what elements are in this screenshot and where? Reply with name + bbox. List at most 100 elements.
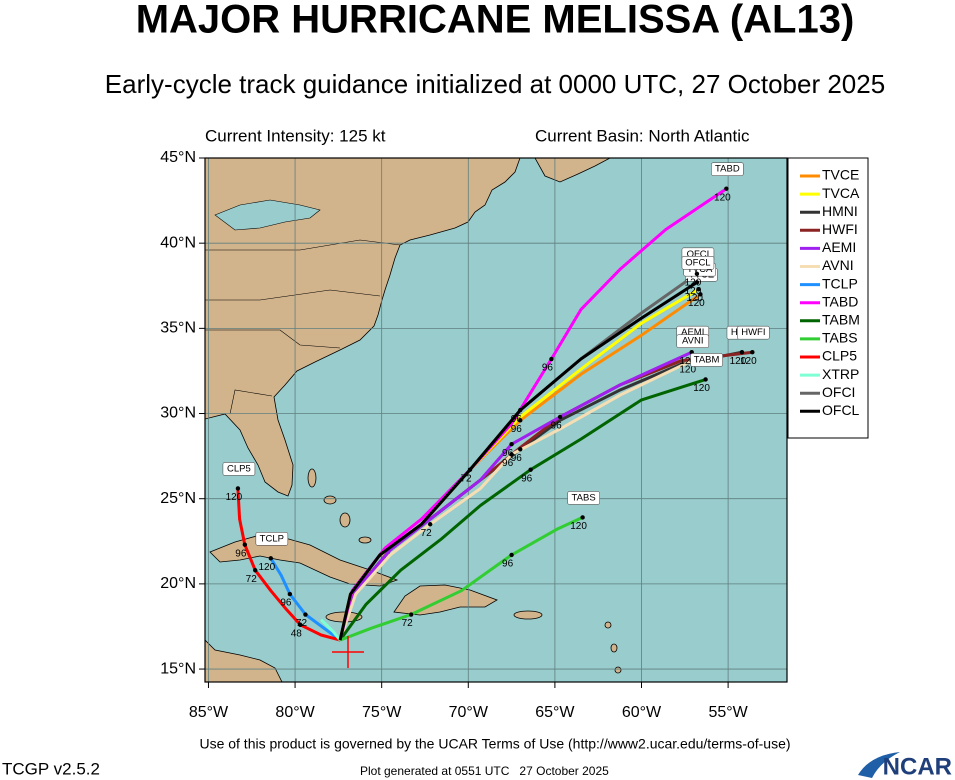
tau-label: 72 [246, 574, 258, 585]
logo-swoosh [858, 752, 900, 778]
tau-point [696, 286, 701, 292]
legend-label: HWFI [822, 221, 858, 237]
track-name-label: TABD [715, 164, 740, 175]
tau-point [580, 515, 585, 520]
bahamas [339, 512, 351, 528]
tau-point [698, 292, 703, 297]
tau-label: 120 [679, 356, 696, 367]
tau-label: 120 [730, 356, 747, 367]
lesser-antilles [604, 621, 612, 629]
plot-frame [204, 157, 788, 683]
state-borders [229, 389, 273, 415]
tau-label: 120 [686, 293, 703, 304]
track-name-label: TABS [572, 492, 596, 503]
legend-label: CLP5 [822, 348, 857, 364]
tau-point [518, 407, 523, 413]
track-name-box [681, 256, 715, 270]
tau-label: 96 [511, 453, 523, 464]
tau-label: 96 [235, 548, 247, 559]
logo: NCAR [883, 753, 952, 780]
y-tick-label: 40°N [160, 234, 196, 251]
x-tick-label: 85°W [189, 704, 229, 721]
track-name-box [737, 325, 770, 340]
terms: Use of this product is governed by the U… [199, 736, 790, 752]
track-name-box [711, 162, 744, 176]
legend-label: AVNI [822, 257, 854, 273]
canada-maritimes [534, 158, 611, 183]
y-tick-label: 15°N [160, 660, 196, 677]
x-tick-label: 75°W [362, 704, 402, 721]
y-tick-label: 35°N [160, 320, 196, 337]
legend: TVCE TVCA HMNI HWFI AEMI AVNI TCLP TABD TABM TABS… [800, 167, 860, 418]
puerto-rico [513, 610, 543, 620]
track-line [269, 557, 341, 642]
x-tick-label: 80°W [275, 704, 315, 721]
tau-label: 96 [511, 424, 523, 435]
tau-label: 96 [521, 473, 533, 484]
tau-point [509, 441, 514, 447]
central-america [205, 639, 283, 682]
y-tick-label: 30°N [160, 405, 196, 422]
tau-point [518, 447, 523, 452]
current-basin: Current Basin: North Atlantic [535, 126, 750, 145]
tau-point [268, 556, 274, 561]
north-america [205, 158, 521, 497]
track-name-label: CLP5 [227, 463, 251, 474]
tau-label: 120 [226, 492, 243, 503]
legend-label: TABM [822, 312, 860, 328]
y-tick-label: 45°N [160, 149, 196, 166]
tau-label: 96 [511, 414, 523, 425]
track-name-box [222, 462, 256, 476]
initial-position [332, 636, 364, 668]
tau-label: 120 [570, 521, 587, 532]
state-borders [205, 239, 401, 251]
tau-point [298, 622, 303, 627]
subtitle: Early-cycle track guidance initialized a… [105, 69, 885, 99]
legend-label: TVCE [822, 167, 859, 183]
x-tick-label: 60°W [622, 704, 662, 721]
state-borders [205, 329, 341, 349]
track-line [339, 516, 584, 642]
legend-label: OFCL [822, 402, 860, 418]
title: MAJOR HURRICANE MELISSA (AL13) [136, 0, 855, 42]
track-name-box [255, 532, 289, 546]
tau-point [242, 542, 248, 547]
track-line [320, 618, 342, 642]
track-name-label: HWFI [741, 327, 765, 338]
track-line [236, 488, 341, 642]
x-tick-label: 55°W [708, 704, 748, 721]
version: TCGP v2.5.2 [2, 759, 100, 778]
tau-label: 120 [740, 356, 757, 367]
tau-point [303, 612, 308, 617]
legend-label: TABD [822, 293, 858, 309]
y-tick-label: 20°N [160, 575, 196, 592]
axes: 85°W 80°W 75°W 70°W 65°W 60°W 55°W 15°N 20°N 25°N… [160, 149, 748, 721]
track-name-label: OFCI [687, 249, 710, 260]
tau-label: 72 [460, 473, 472, 484]
track-line [338, 350, 693, 641]
tau-point [528, 467, 533, 472]
lesser-antilles [610, 643, 618, 653]
track-name-box [676, 334, 710, 349]
tau-point [694, 280, 700, 285]
tau-point [235, 486, 241, 491]
tau-label: 96 [502, 448, 514, 459]
tau-label: 96 [280, 598, 292, 609]
generated: Plot generated at 0551 UTC 27 October 20… [360, 764, 609, 778]
tau-label: 120 [679, 364, 696, 375]
track-labels: 7296120TVCE120TVCA96120HMNI96120HWFI9612… [222, 162, 770, 639]
hispaniola [393, 584, 498, 616]
track-name-label: AVNI [682, 336, 703, 347]
current-intensity: Current Intensity: 125 kt [205, 126, 386, 145]
tau-point [509, 552, 514, 558]
bahamas [323, 495, 337, 505]
tau-point [408, 612, 414, 617]
legend-box [787, 157, 869, 439]
track-name-label: TCLP [260, 533, 284, 544]
legend-label: TCLP [822, 275, 858, 291]
track-name-box [690, 353, 723, 367]
track-line [338, 378, 707, 641]
track-name-box [567, 491, 600, 505]
tau-point [724, 186, 729, 191]
